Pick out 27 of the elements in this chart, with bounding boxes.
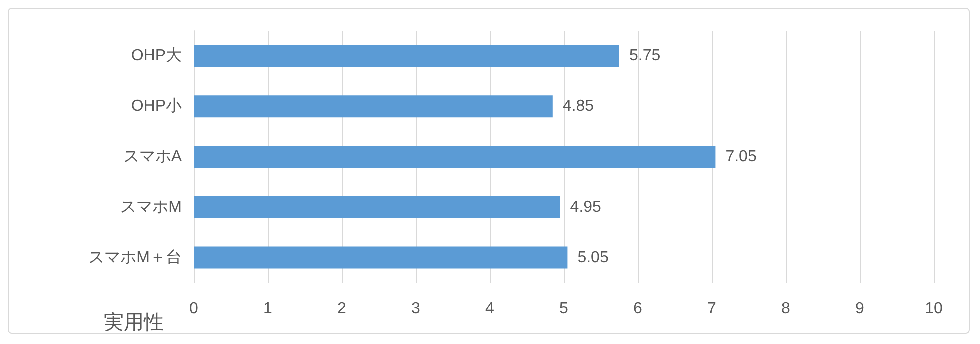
x-tick-label: 10 — [925, 300, 943, 318]
data-label: 5.05 — [578, 249, 609, 266]
bar — [194, 196, 560, 218]
bar — [194, 45, 620, 68]
bar — [194, 146, 716, 168]
x-tick-label: 8 — [782, 300, 791, 318]
data-label: 5.75 — [630, 48, 661, 65]
x-tick-label: 3 — [412, 300, 421, 318]
x-tick-label: 6 — [634, 300, 643, 318]
x-tick-label: 5 — [560, 300, 569, 318]
y-tick-label: OHP大 — [131, 46, 182, 65]
y-tick-label: スマホA — [123, 148, 182, 166]
y-tick-label: スマホM＋台 — [88, 248, 182, 266]
x-tick-label: 7 — [708, 300, 717, 318]
x-tick-label: 1 — [264, 300, 273, 318]
x-tick-label: 0 — [190, 300, 199, 318]
bar — [194, 246, 568, 269]
data-label: 4.95 — [570, 198, 602, 216]
bar — [194, 96, 553, 118]
y-tick-label: OHP小 — [131, 97, 182, 116]
x-tick-label: 2 — [338, 300, 347, 318]
x-tick-label: 4 — [486, 300, 495, 318]
data-label: 7.05 — [726, 148, 757, 166]
x-axis-title: 実用性 — [104, 311, 164, 334]
y-tick-label: スマホM — [120, 198, 182, 216]
x-tick-label: 9 — [856, 300, 865, 318]
data-label: 4.85 — [562, 98, 594, 116]
